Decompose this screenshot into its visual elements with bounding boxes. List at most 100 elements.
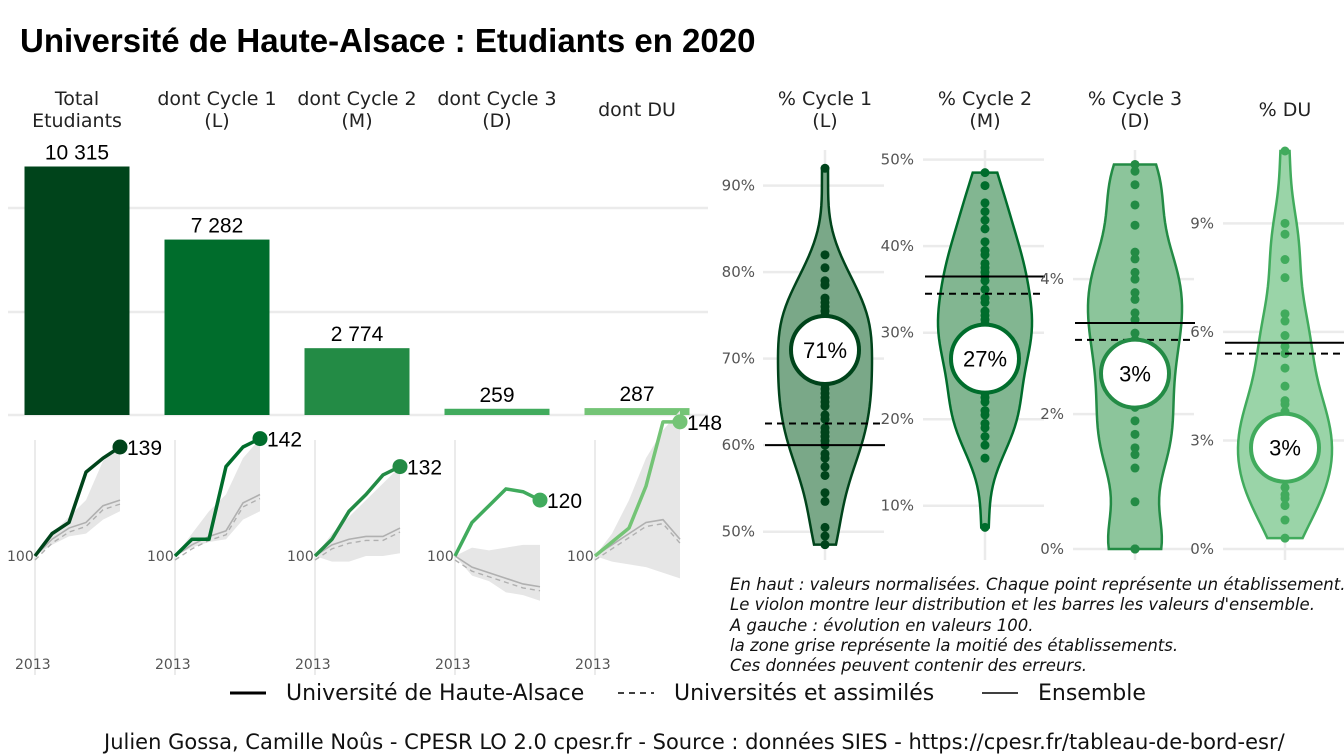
column-header: dont DU: [598, 99, 676, 121]
end-value-label: 120: [547, 490, 582, 513]
establishment-point: [1130, 315, 1140, 325]
establishment-point: [1130, 159, 1140, 169]
note-line: En haut : valeurs normalisées. Chaque po…: [730, 575, 1344, 594]
violin-tick-label: 0%: [1190, 540, 1214, 558]
chart-notes: En haut : valeurs normalisées. Chaque po…: [730, 575, 1344, 676]
establishment-point: [820, 293, 830, 303]
bar-value-label: 2 774: [331, 323, 384, 346]
violin-tick-label: 80%: [722, 263, 755, 281]
legend-label: Université de Haute-Alsace: [286, 680, 585, 706]
establishment-point: [1130, 180, 1140, 190]
establishment-point: [980, 406, 990, 416]
peer-line: [34, 499, 121, 557]
uha-value-label: 27%: [963, 347, 1007, 372]
peer-line: [314, 527, 401, 557]
legend-item-uha: Université de Haute-Alsace: [230, 681, 584, 706]
establishment-point: [1130, 463, 1140, 473]
establishment-point: [1130, 288, 1140, 298]
page-title: Université de Haute-Alsace : Etudiants e…: [20, 22, 756, 59]
establishment-point: [980, 207, 990, 217]
bar-value-label: 7 282: [191, 215, 244, 238]
establishment-point: [820, 540, 830, 550]
column-header: dont Cycle 3 (D): [437, 88, 557, 132]
violin-tick-label: 6%: [1190, 323, 1214, 341]
establishment-point: [1130, 166, 1140, 176]
note-line: A gauche : évolution en valeurs 100.: [730, 615, 1034, 635]
establishment-point: [1130, 267, 1140, 277]
interquartile-band: [595, 410, 680, 579]
column-header: % Cycle 2 (M): [937, 88, 1033, 132]
legend-item-universites: Universités et assimilés: [618, 681, 934, 706]
base-100-label: 100: [427, 549, 454, 565]
establishment-point: [820, 423, 830, 433]
establishment-point: [1130, 294, 1140, 304]
column-header: % DU: [1258, 99, 1312, 121]
note-line: Ces données peuvent contenir des erreurs…: [730, 656, 1088, 676]
establishment-point: [1130, 416, 1140, 426]
violin-tick-label: 9%: [1190, 214, 1214, 232]
uha-line: [173, 437, 261, 558]
uha-line: [453, 487, 541, 557]
universites-line: [594, 522, 681, 561]
establishment-point: [1130, 443, 1140, 453]
establishment-point: [820, 276, 830, 286]
establishment-point: [820, 163, 830, 173]
establishment-point: [1280, 309, 1290, 319]
end-value-label: 139: [127, 437, 162, 460]
establishment-point: [1130, 200, 1140, 210]
establishment-point: [980, 306, 990, 316]
bar-value-label: 287: [619, 383, 654, 406]
violin-tick-label: 2%: [1040, 405, 1064, 423]
establishment-point: [1130, 254, 1140, 264]
violin-tick-label: 20%: [881, 410, 914, 428]
violin-tick-label: 70%: [722, 350, 755, 368]
establishment-point: [980, 453, 990, 463]
establishment-point: [1130, 220, 1140, 230]
column-header: Total Etudiants: [32, 88, 122, 132]
violin-tick-label: 30%: [881, 324, 914, 342]
uha-end-point: [672, 414, 688, 430]
base-100-label: 100: [567, 549, 594, 565]
establishment-point: [1280, 381, 1290, 391]
establishment-point: [1280, 501, 1290, 511]
violin-tick-label: 10%: [881, 497, 914, 515]
establishment-point: [980, 440, 990, 450]
note-line: la zone grise représente la moitié des é…: [730, 635, 1179, 655]
legend-item-ensemble: Ensemble: [982, 681, 1146, 706]
note-line: Le violon montre leur distribution et le…: [730, 595, 1315, 615]
establishment-point: [1280, 341, 1290, 351]
end-value-label: 142: [267, 429, 302, 452]
legend-label: Ensemble: [1038, 680, 1146, 706]
establishment-point: [980, 432, 990, 442]
universites-line: [174, 497, 261, 561]
establishment-point: [1280, 515, 1290, 525]
establishment-point: [820, 410, 830, 420]
establishment-point: [980, 284, 990, 294]
column-header: % Cycle 3 (D): [1087, 88, 1183, 132]
establishment-point: [980, 215, 990, 225]
interquartile-band: [175, 438, 260, 556]
universites-line: [454, 559, 541, 592]
establishment-point: [980, 168, 990, 178]
uha-value-label: 3%: [1119, 362, 1151, 387]
bar: [584, 408, 690, 415]
bar: [24, 166, 130, 415]
legend-key-solid-thick: [230, 691, 266, 695]
violin-tick-label: 50%: [881, 151, 914, 169]
base-100-label: 100: [287, 549, 314, 565]
peer-line: [454, 555, 541, 588]
violin-tick-label: 50%: [722, 523, 755, 541]
peer-line: [594, 518, 681, 557]
establishment-point: [980, 419, 990, 429]
uha-line: [33, 445, 121, 558]
establishment-point: [1280, 316, 1290, 326]
establishment-point: [980, 198, 990, 208]
peer-line: [174, 493, 261, 557]
establishment-point: [1280, 331, 1290, 341]
bar: [164, 239, 270, 415]
x-tick-label: 2013: [15, 657, 51, 673]
uha-end-point: [252, 431, 268, 447]
column-header: % Cycle 1 (L): [777, 88, 873, 132]
interquartile-band: [455, 544, 540, 601]
